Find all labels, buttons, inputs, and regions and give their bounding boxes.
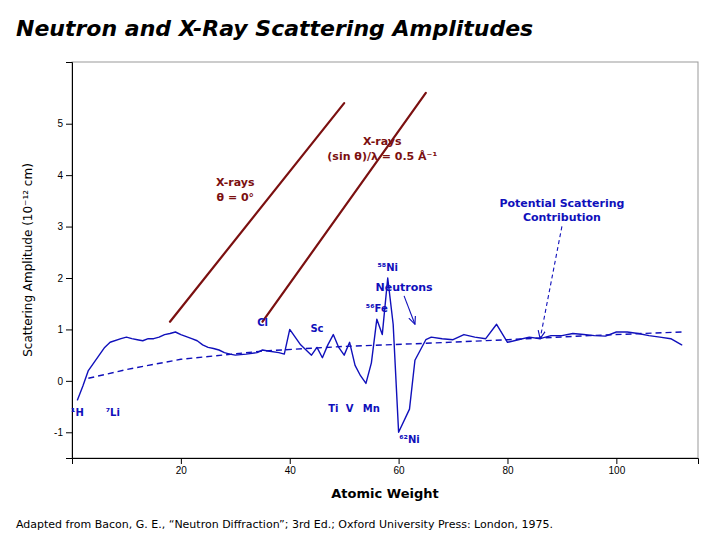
- y-tick-label: 4: [57, 170, 63, 181]
- plot-frame: [72, 62, 698, 458]
- annotation-arrow: [540, 226, 562, 338]
- element-label: ¹H: [71, 407, 84, 418]
- y-tick: 2: [57, 273, 72, 284]
- x-tick: 60: [394, 458, 406, 476]
- annotation-label: Potential ScatteringContribution: [499, 197, 624, 225]
- element-label: ⁷Li: [106, 407, 120, 418]
- annotation-label: Neutrons: [375, 281, 433, 294]
- x-tick-label: 20: [176, 465, 188, 476]
- element-label: ⁵⁸Ni: [377, 262, 398, 273]
- y-tick-mark: [66, 175, 72, 176]
- x-axis: 20 40 60 80 100: [73, 458, 699, 476]
- lines: [77, 93, 681, 432]
- y-tick: 5: [57, 118, 72, 129]
- y-tick-label: 3: [57, 221, 63, 232]
- line-label: X-rays(sin θ)/λ = 0.5 Å⁻¹: [327, 135, 437, 163]
- element-label: Mn: [363, 403, 380, 414]
- caption: Adapted from Bacon, G. E., “Neutron Diff…: [16, 518, 553, 531]
- element-label: Ti: [328, 403, 338, 414]
- x-tick-mark: [616, 458, 617, 464]
- annotation-arrow: [404, 296, 415, 324]
- x-tick-mark: [399, 458, 400, 464]
- y-tick-mark: [66, 432, 72, 433]
- x-axis-line: [73, 459, 699, 465]
- y-tick-mark: [66, 227, 72, 228]
- y-axis-line: [66, 63, 73, 459]
- x-tick-label: 60: [394, 465, 406, 476]
- x-tick-mark: [507, 458, 508, 464]
- line-label: X-raysθ = 0°: [216, 176, 255, 204]
- y-tick-mark: [66, 278, 72, 279]
- y-tick: 1: [57, 324, 72, 335]
- y-tick: 0: [57, 376, 72, 387]
- x-tick: 80: [502, 458, 514, 476]
- x-tick: 20: [176, 458, 188, 476]
- x-tick-label: 100: [609, 465, 626, 476]
- y-tick-mark: [66, 124, 72, 125]
- x-tick-label: 40: [285, 465, 297, 476]
- series-line: [170, 103, 344, 322]
- element-label: ⁶²Ni: [399, 434, 420, 445]
- series-line: [77, 278, 681, 432]
- y-tick-label: 5: [57, 118, 63, 129]
- x-tick-mark: [181, 458, 182, 464]
- y-axis-title: Scattering Amplitude (10⁻¹² cm): [21, 163, 35, 357]
- x-tick-label: 80: [502, 465, 514, 476]
- chart: Neutron and X-Ray Scattering Amplitudes 2…: [0, 0, 720, 540]
- element-label: V: [346, 403, 354, 414]
- element-label: ⁵⁶Fe: [366, 303, 388, 314]
- y-axis: -1 0 1 2 3 4 5: [54, 63, 72, 459]
- y-tick-label: 1: [57, 324, 63, 335]
- x-axis-title: Atomic Weight: [331, 486, 438, 501]
- y-tick: 3: [57, 221, 72, 232]
- series-line: [88, 332, 681, 378]
- y-tick-label: 2: [57, 273, 63, 284]
- element-label: Cl: [257, 317, 268, 328]
- plot-area: 20 40 60 80 100 -1 0 1 2 3 4 5 ¹H ⁷Li Cl Sc ⁵⁶Fe ⁵⁸Ni Ti VM…: [54, 62, 698, 476]
- x-tick-mark: [290, 458, 291, 464]
- y-tick-mark: [66, 329, 72, 330]
- annotations: ¹H ⁷Li Cl Sc ⁵⁶Fe ⁵⁸Ni Ti V Mn ⁶²Ni X-raysθ = 0° X-…: [71, 135, 624, 445]
- y-tick: -1: [54, 427, 72, 438]
- title: Neutron and X-Ray Scattering Amplitudes: [16, 16, 533, 41]
- element-label: Sc: [310, 323, 323, 334]
- x-tick: 100: [609, 458, 626, 476]
- y-tick-label: -1: [54, 427, 63, 438]
- y-tick-mark: [66, 381, 72, 382]
- y-tick: 4: [57, 170, 72, 181]
- x-tick: 40: [285, 458, 297, 476]
- y-tick-label: 0: [57, 376, 63, 387]
